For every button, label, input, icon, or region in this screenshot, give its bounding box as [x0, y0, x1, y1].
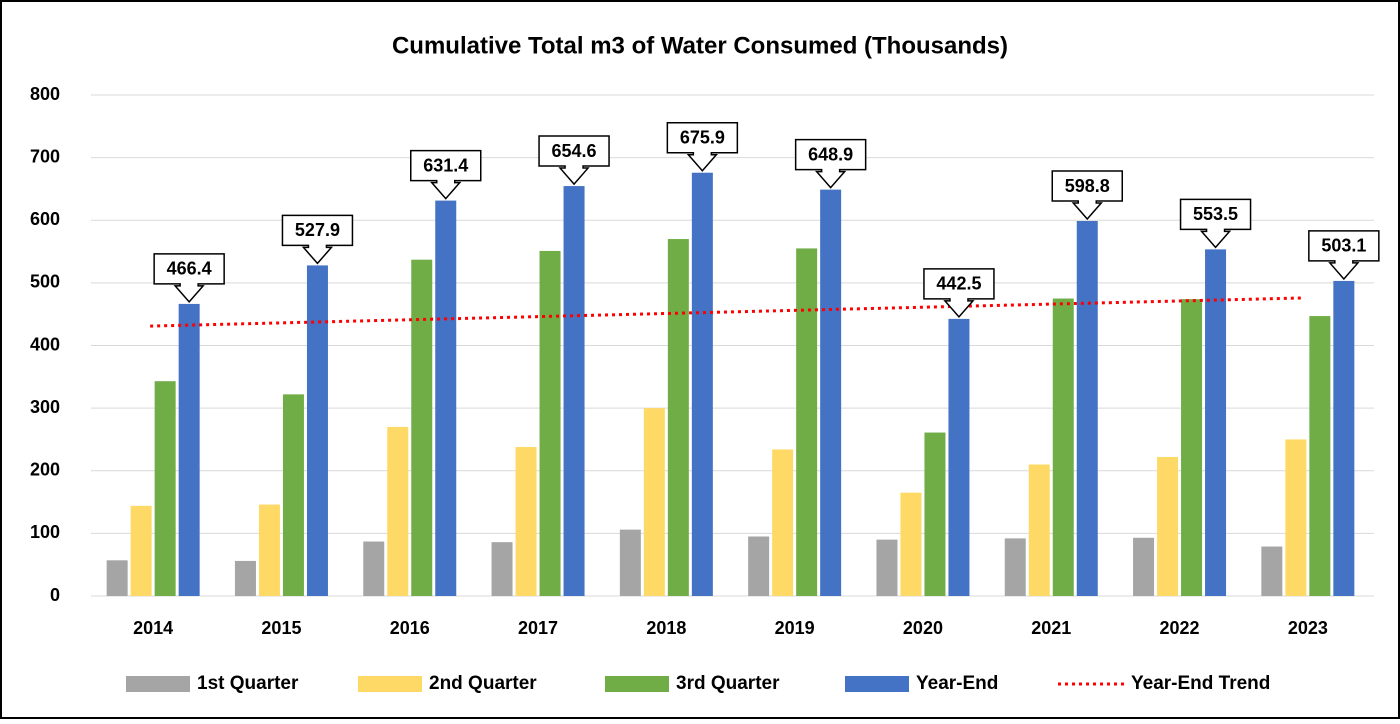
bar: [363, 541, 385, 596]
data-label: 675.9: [680, 127, 725, 147]
callout-box: [538, 135, 610, 186]
data-label: 527.9: [295, 220, 340, 240]
bar: [1028, 464, 1050, 596]
y-tick-label: 400: [30, 334, 60, 354]
bar: [491, 542, 513, 596]
x-tick-label: 2017: [518, 618, 558, 638]
bar: [1076, 221, 1098, 596]
data-label: 503.1: [1321, 236, 1366, 256]
bar: [411, 259, 433, 596]
callout-box: [1179, 198, 1252, 249]
data-label: 466.4: [167, 259, 212, 279]
bar: [667, 239, 689, 596]
legend-swatch: [605, 676, 669, 692]
callout-box: [153, 253, 225, 304]
x-tick-label: 2019: [775, 618, 815, 638]
bar: [924, 432, 946, 596]
legend-label: Year-End Trend: [1131, 673, 1270, 694]
callout-box: [1308, 230, 1380, 281]
legend-swatch: [126, 676, 190, 692]
y-tick-label: 500: [30, 272, 60, 292]
bar: [539, 250, 561, 596]
bar: [1309, 316, 1331, 596]
callout-box: [1051, 170, 1123, 221]
x-tick-label: 2015: [261, 618, 301, 638]
data-label: 553.5: [1193, 204, 1238, 224]
bar: [1004, 538, 1026, 596]
bar: [619, 529, 641, 596]
x-tick-label: 2018: [646, 618, 686, 638]
bar: [748, 536, 770, 596]
y-tick-label: 300: [30, 397, 60, 417]
y-tick-label: 200: [30, 460, 60, 480]
bar: [820, 189, 842, 596]
bar: [282, 394, 304, 596]
data-label: 598.8: [1065, 176, 1110, 196]
bar: [1285, 439, 1307, 596]
bar: [515, 446, 537, 596]
y-tick-label: 700: [30, 146, 60, 166]
bar: [948, 318, 970, 596]
bar: [1205, 249, 1227, 597]
bar: [435, 200, 457, 596]
callout-box: [794, 138, 867, 189]
y-tick-label: 0: [50, 585, 60, 605]
legend-label: 1st Quarter: [197, 673, 299, 694]
x-tick-label: 2014: [133, 618, 173, 638]
callout-box: [410, 149, 482, 200]
x-tick-label: 2016: [390, 618, 430, 638]
y-tick-label: 600: [30, 209, 60, 229]
bar: [106, 560, 128, 596]
bar: [563, 186, 585, 596]
bar: [154, 381, 176, 596]
bar: [691, 172, 713, 596]
bar: [1133, 537, 1155, 596]
bar: [1181, 299, 1203, 596]
bar: [234, 560, 256, 596]
bar: [772, 449, 794, 596]
x-tick-label: 2021: [1031, 618, 1071, 638]
legend-label: 2nd Quarter: [429, 673, 537, 694]
legend-label: Year-End: [916, 673, 998, 694]
bar: [900, 492, 922, 596]
bar: [1261, 546, 1283, 596]
legend-label: 3rd Quarter: [676, 673, 780, 694]
bar: [1157, 456, 1179, 596]
bar: [306, 265, 328, 596]
y-tick-label: 100: [30, 522, 60, 542]
callout-box: [923, 268, 995, 319]
bar: [796, 248, 818, 596]
data-label: 654.6: [552, 141, 597, 161]
data-label: 631.4: [423, 155, 468, 175]
bar: [1333, 280, 1355, 596]
bar: [643, 408, 665, 596]
bar: [258, 504, 280, 596]
data-label: 442.5: [936, 274, 981, 294]
chart-title: Cumulative Total m3 of Water Consumed (T…: [392, 32, 1008, 59]
callout-box: [666, 121, 739, 172]
x-tick-label: 2023: [1288, 618, 1328, 638]
y-tick-label: 800: [30, 84, 60, 104]
bar: [178, 303, 200, 596]
bar: [130, 505, 152, 596]
bar: [387, 426, 409, 596]
bar: [1052, 298, 1074, 596]
x-tick-label: 2022: [1160, 618, 1200, 638]
callout-box: [281, 214, 354, 265]
legend-swatch: [845, 676, 909, 692]
bar: [876, 539, 898, 596]
x-tick-label: 2020: [903, 618, 943, 638]
legend-swatch: [358, 676, 422, 692]
data-label: 648.9: [808, 144, 853, 164]
